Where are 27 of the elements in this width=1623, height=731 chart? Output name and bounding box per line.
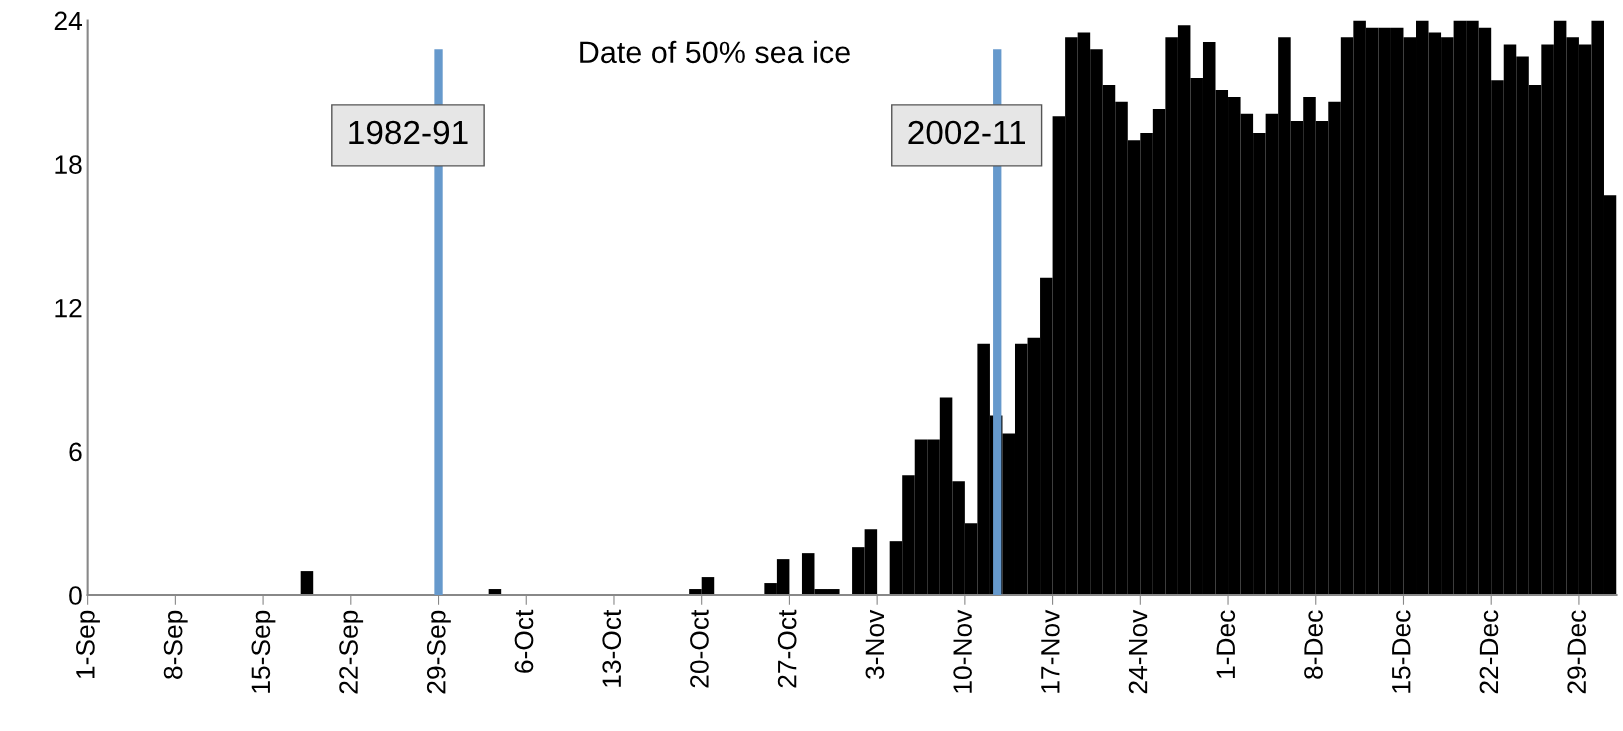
y-tick-label: 12 — [55, 298, 82, 318]
x-tick-label: 27-Oct — [777, 609, 797, 688]
bar — [300, 571, 314, 596]
x-tick-label: 10-Nov — [953, 609, 972, 693]
x-tick-label: 13-Oct — [602, 609, 622, 687]
x-tick-label: 22-Sep — [339, 610, 364, 694]
annotation: Date of 50% sea ice — [580, 40, 850, 64]
x-tick-label: 1-Dec — [1216, 610, 1236, 678]
x-tick-label: 29-Sep — [426, 610, 451, 694]
x-tick-label: 15-Sep — [251, 610, 276, 693]
x-tick-label: 8-Sep — [163, 610, 188, 679]
ref-line-label: 2002-11 — [908, 120, 1025, 145]
y-tick-label: 6 — [69, 442, 82, 462]
x-tick-label: 24-Nov — [1128, 609, 1148, 694]
x-tick-label: 8-Dec — [1304, 610, 1323, 679]
x-tick-label: 22-Dec — [1479, 610, 1499, 694]
y-tick-label: 18 — [55, 155, 82, 174]
x-tick-label: 20-Oct — [690, 609, 709, 688]
x-tick-label: 17-Nov — [1041, 609, 1060, 693]
ref-line-label: 1982-91 — [349, 120, 468, 145]
x-tick-label: 3-Nov — [865, 609, 885, 679]
y-tick-label: 24 — [54, 11, 83, 31]
x-tick-label: 15-Dec — [1392, 610, 1411, 693]
x-tick-label: 6-Oct — [514, 609, 534, 673]
x-tick-label: 1-Sep — [76, 610, 100, 679]
y-tick-label: 0 — [69, 586, 82, 605]
x-tick-label: 29-Dec — [1567, 610, 1587, 694]
